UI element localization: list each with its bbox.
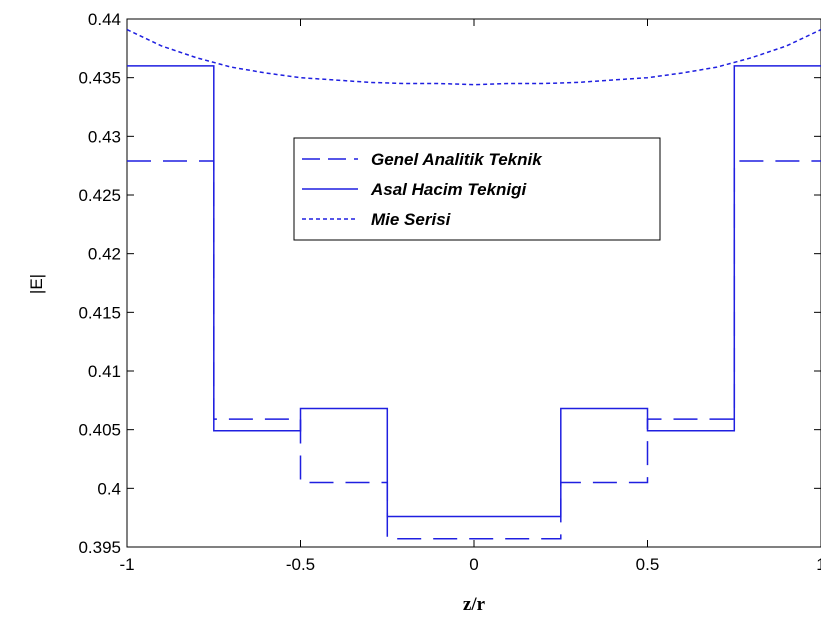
y-tick-label: 0.42 xyxy=(88,245,121,264)
y-tick-label: 0.4 xyxy=(97,479,121,498)
legend-label-genel: Genel Analitik Teknik xyxy=(371,150,543,169)
y-tick-label: 0.43 xyxy=(88,127,121,146)
x-axis-label: z/r xyxy=(463,594,486,615)
legend-label-mie: Mie Serisi xyxy=(371,210,452,229)
y-tick-label: 0.425 xyxy=(78,186,121,205)
y-tick-label: 0.405 xyxy=(78,421,121,440)
y-tick-label: 0.41 xyxy=(88,362,121,381)
series-line-1 xyxy=(127,65,821,518)
ticks-layer: -1 -0.5 0 0.5 1 0.395 0.4 0.405 0.41 0.415 0.42 0.4… xyxy=(78,10,821,574)
legend: Genel Analitik Teknik Asal Hacim Teknigi… xyxy=(293,137,661,241)
y-tick-label: 0.395 xyxy=(78,538,121,557)
y-tick-label: 0.435 xyxy=(78,69,121,88)
series-line-0 xyxy=(127,160,821,540)
y-axis-label: |E| xyxy=(27,274,46,294)
x-tick-label: -0.5 xyxy=(286,555,315,574)
x-tick-label: 0 xyxy=(469,555,478,574)
x-tick-label: 0.5 xyxy=(636,555,660,574)
plot-area xyxy=(126,18,821,548)
x-tick-label: -1 xyxy=(119,555,134,574)
legend-label-asal: Asal Hacim Teknigi xyxy=(370,180,528,199)
y-tick-label: 0.415 xyxy=(78,303,121,322)
series-line-2 xyxy=(126,28,821,86)
series-layer xyxy=(126,28,821,540)
y-tick-label: 0.44 xyxy=(88,10,121,29)
x-tick-label: 1 xyxy=(816,555,821,574)
